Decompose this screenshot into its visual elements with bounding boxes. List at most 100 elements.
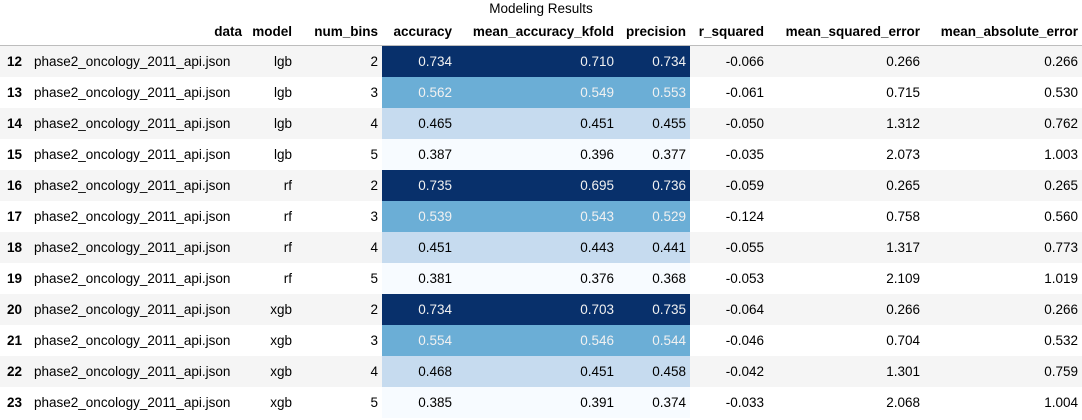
- row-index: 14: [7, 116, 23, 131]
- cell-mean-absolute-error: 0.759: [1044, 364, 1078, 379]
- cell-mean-accuracy-kfold: 0.710: [456, 45, 618, 77]
- row-index: 18: [7, 240, 23, 255]
- row-index: 17: [7, 209, 23, 224]
- cell-mean-absolute-error: 0.762: [1044, 116, 1078, 131]
- cell-mean-accuracy-kfold: 0.396: [456, 139, 618, 170]
- cell-accuracy: 0.468: [382, 356, 456, 387]
- cell-data: phase2_oncology_2011_api.json: [34, 271, 231, 286]
- cell-mean-accuracy-kfold: 0.546: [456, 325, 618, 356]
- cell-model: xgb: [270, 333, 292, 348]
- cell-precision: 0.455: [618, 108, 690, 139]
- cell-precision: 0.458: [618, 356, 690, 387]
- cell-accuracy: 0.451: [382, 232, 456, 263]
- table-caption: Modeling Results: [489, 1, 593, 16]
- cell-num-bins: 3: [370, 85, 378, 100]
- cell-r-squared: -0.046: [725, 333, 764, 348]
- cell-num-bins: 4: [370, 240, 378, 255]
- cell-mean-accuracy-kfold: 0.443: [456, 232, 618, 263]
- cell-r-squared: -0.033: [725, 395, 764, 410]
- cell-num-bins: 5: [370, 147, 378, 162]
- cell-mean-accuracy-kfold: 0.543: [456, 201, 618, 232]
- column-header-accuracy: accuracy: [382, 17, 456, 46]
- cell-num-bins: 2: [370, 178, 378, 193]
- cell-r-squared: -0.055: [725, 240, 764, 255]
- cell-r-squared: -0.066: [725, 54, 764, 69]
- cell-precision: 0.734: [618, 45, 690, 77]
- table-row: 20 phase2_oncology_2011_api.json xgb 2 0.734…: [0, 294, 1082, 325]
- cell-r-squared: -0.053: [725, 271, 764, 286]
- cell-num-bins: 3: [370, 209, 378, 224]
- cell-precision: 0.544: [618, 325, 690, 356]
- cell-mean-accuracy-kfold: 0.549: [456, 77, 618, 108]
- cell-mean-absolute-error: 0.266: [1044, 54, 1078, 69]
- table-row: 22 phase2_oncology_2011_api.json xgb 4 0.468…: [0, 356, 1082, 387]
- cell-mean-accuracy-kfold: 0.695: [456, 170, 618, 201]
- cell-data: phase2_oncology_2011_api.json: [34, 116, 231, 131]
- cell-precision: 0.441: [618, 232, 690, 263]
- cell-accuracy: 0.554: [382, 325, 456, 356]
- table-row: 19 phase2_oncology_2011_api.json rf 5 0.381 0…: [0, 263, 1082, 294]
- row-index: 15: [7, 147, 23, 162]
- column-header-mean-absolute-error: mean_absolute_error: [924, 17, 1082, 46]
- cell-mean-squared-error: 1.312: [886, 116, 920, 131]
- results-table: data model num_bins accuracy mean_accura…: [0, 17, 1082, 418]
- cell-data: phase2_oncology_2011_api.json: [34, 147, 231, 162]
- cell-precision: 0.736: [618, 170, 690, 201]
- cell-accuracy: 0.734: [382, 294, 456, 325]
- cell-data: phase2_oncology_2011_api.json: [34, 240, 231, 255]
- cell-model: lgb: [273, 147, 292, 162]
- cell-mean-absolute-error: 0.773: [1044, 240, 1078, 255]
- cell-mean-squared-error: 2.068: [886, 395, 920, 410]
- cell-accuracy: 0.735: [382, 170, 456, 201]
- row-index: 13: [7, 85, 23, 100]
- index-header: [0, 17, 30, 46]
- cell-mean-squared-error: 0.758: [886, 209, 920, 224]
- cell-mean-absolute-error: 1.019: [1044, 271, 1078, 286]
- cell-r-squared: -0.035: [725, 147, 764, 162]
- cell-accuracy: 0.562: [382, 77, 456, 108]
- cell-accuracy: 0.539: [382, 201, 456, 232]
- table-row: 13 phase2_oncology_2011_api.json lgb 3 0.562…: [0, 77, 1082, 108]
- cell-mean-absolute-error: 0.265: [1044, 178, 1078, 193]
- column-header-mean-squared-error: mean_squared_error: [768, 17, 924, 46]
- cell-r-squared: -0.061: [725, 85, 764, 100]
- cell-r-squared: -0.050: [725, 116, 764, 131]
- header-row: data model num_bins accuracy mean_accura…: [0, 17, 1082, 46]
- cell-model: xgb: [270, 364, 292, 379]
- cell-accuracy: 0.734: [382, 45, 456, 77]
- column-header-r-squared: r_squared: [690, 17, 768, 46]
- cell-mean-absolute-error: 0.266: [1044, 302, 1078, 317]
- cell-mean-squared-error: 1.301: [886, 364, 920, 379]
- cell-data: phase2_oncology_2011_api.json: [34, 209, 231, 224]
- column-header-mean-accuracy-kfold: mean_accuracy_kfold: [456, 17, 618, 46]
- cell-precision: 0.368: [618, 263, 690, 294]
- cell-mean-absolute-error: 0.532: [1044, 333, 1078, 348]
- cell-num-bins: 2: [370, 54, 378, 69]
- cell-data: phase2_oncology_2011_api.json: [34, 395, 231, 410]
- cell-precision: 0.377: [618, 139, 690, 170]
- table-row: 23 phase2_oncology_2011_api.json xgb 5 0.385…: [0, 387, 1082, 418]
- column-header-model: model: [246, 17, 296, 46]
- row-index: 21: [7, 333, 23, 348]
- cell-model: xgb: [270, 302, 292, 317]
- cell-mean-accuracy-kfold: 0.703: [456, 294, 618, 325]
- column-header-num-bins: num_bins: [296, 17, 382, 46]
- table-row: 21 phase2_oncology_2011_api.json xgb 3 0.554…: [0, 325, 1082, 356]
- table-row: 18 phase2_oncology_2011_api.json rf 4 0.451 0…: [0, 232, 1082, 263]
- row-index: 12: [7, 54, 23, 69]
- cell-accuracy: 0.387: [382, 139, 456, 170]
- cell-mean-absolute-error: 0.560: [1044, 209, 1078, 224]
- cell-r-squared: -0.124: [725, 209, 764, 224]
- cell-model: rf: [283, 178, 292, 193]
- cell-mean-accuracy-kfold: 0.391: [456, 387, 618, 418]
- cell-num-bins: 4: [370, 364, 378, 379]
- cell-num-bins: 5: [370, 395, 378, 410]
- cell-model: rf: [283, 271, 292, 286]
- cell-mean-squared-error: 0.704: [886, 333, 920, 348]
- cell-mean-accuracy-kfold: 0.451: [456, 108, 618, 139]
- cell-num-bins: 3: [370, 333, 378, 348]
- cell-r-squared: -0.059: [725, 178, 764, 193]
- row-index: 20: [7, 302, 23, 317]
- cell-accuracy: 0.385: [382, 387, 456, 418]
- cell-num-bins: 5: [370, 271, 378, 286]
